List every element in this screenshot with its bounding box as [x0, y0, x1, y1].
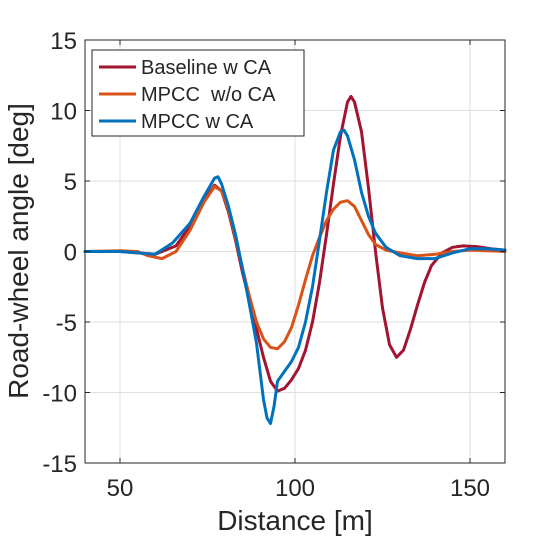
- legend-label-baseline: Baseline w CA: [141, 57, 272, 79]
- legend-label-mpcc-w-ca: MPCC w CA: [141, 111, 254, 133]
- y-tick-label: 10: [50, 99, 77, 126]
- ticks: [85, 39, 505, 464]
- y-tick-label: -15: [42, 451, 77, 478]
- legend: Baseline w CA MPCC w/o CA MPCC w CA: [91, 49, 305, 137]
- y-tick-label: 5: [64, 169, 77, 196]
- y-tick-label: 15: [50, 28, 77, 55]
- x-axis-label: Distance [m]: [217, 505, 373, 536]
- y-tick-label: -5: [56, 310, 77, 337]
- y-tick-label: 0: [64, 240, 77, 267]
- x-tick-label: 150: [450, 475, 490, 502]
- x-tick-label: 100: [275, 475, 315, 502]
- y-tick-label: -10: [42, 381, 77, 408]
- y-axis-label: Road-wheel angle [deg]: [3, 103, 34, 399]
- series-line-mpcc-w-ca: [83, 128, 507, 425]
- x-tick-label: 50: [107, 475, 134, 502]
- legend-label-mpcc-wo-ca: MPCC w/o CA: [141, 84, 276, 106]
- series-layer: [83, 94, 507, 425]
